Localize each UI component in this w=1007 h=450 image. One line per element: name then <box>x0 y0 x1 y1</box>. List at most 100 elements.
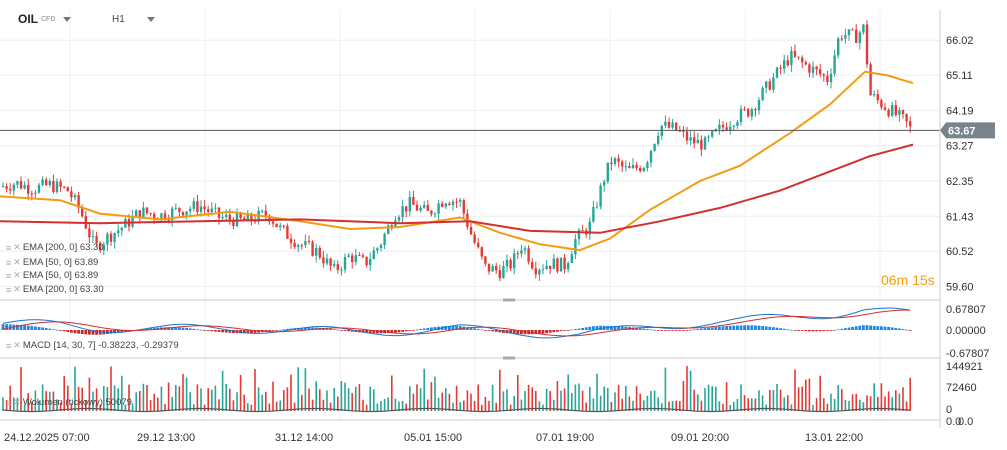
candle-body[interactable] <box>567 262 570 270</box>
candle-body[interactable] <box>829 73 833 83</box>
candle-body[interactable] <box>307 240 311 242</box>
candle-body[interactable] <box>541 269 545 271</box>
candle-body[interactable] <box>739 108 743 123</box>
candle-body[interactable] <box>801 57 804 63</box>
candle-body[interactable] <box>282 225 285 227</box>
legend-ema-50-b[interactable]: ≡ ✕ EMA [50, 0] 63.89 <box>6 270 98 281</box>
candle-body[interactable] <box>41 179 44 185</box>
candle-body[interactable] <box>433 213 437 215</box>
candle-body[interactable] <box>361 255 365 257</box>
candle-body[interactable] <box>520 250 523 254</box>
legend-ema-200-b[interactable]: ≡ ✕ EMA [200, 0] 63.30 <box>6 284 104 295</box>
candle-body[interactable] <box>502 266 505 279</box>
candle-body[interactable] <box>203 206 206 210</box>
legend-volume[interactable]: ≡ ✕ Wolumen (tickowy) 50079 <box>6 397 132 408</box>
candle-body[interactable] <box>210 208 213 212</box>
candle-body[interactable] <box>509 259 512 269</box>
close-icon[interactable]: ✕ <box>13 340 20 350</box>
candle-body[interactable] <box>729 126 732 131</box>
candle-body[interactable] <box>718 124 721 130</box>
candle-body[interactable] <box>819 69 822 75</box>
candle-body[interactable] <box>898 110 901 115</box>
candle-body[interactable] <box>264 210 267 216</box>
candle-body[interactable] <box>563 257 566 270</box>
candle-body[interactable] <box>293 242 296 248</box>
candle-body[interactable] <box>484 256 487 264</box>
settings-icon[interactable]: ≡ <box>6 284 11 295</box>
candle-body[interactable] <box>415 204 419 211</box>
candle-body[interactable] <box>675 122 678 131</box>
candle-body[interactable] <box>711 131 714 137</box>
candle-body[interactable] <box>185 211 188 216</box>
candle-body[interactable] <box>891 105 894 116</box>
candle-body[interactable] <box>113 233 116 242</box>
candle-body[interactable] <box>120 227 123 231</box>
candle-body[interactable] <box>516 253 519 255</box>
candle-body[interactable] <box>617 158 620 162</box>
candle-body[interactable] <box>621 161 624 167</box>
candle-body[interactable] <box>145 207 149 214</box>
candle-body[interactable] <box>261 210 264 212</box>
candle-body[interactable] <box>851 29 854 31</box>
candle-body[interactable] <box>73 195 77 198</box>
candle-body[interactable] <box>153 213 156 219</box>
candle-body[interactable] <box>477 242 480 248</box>
candle-body[interactable] <box>351 255 354 263</box>
candle-body[interactable] <box>790 50 793 66</box>
candle-body[interactable] <box>81 207 84 217</box>
candle-body[interactable] <box>70 191 73 198</box>
divider-handle[interactable] <box>503 356 515 360</box>
candle-body[interactable] <box>822 74 825 76</box>
candle-body[interactable] <box>329 258 332 266</box>
close-icon[interactable]: ✕ <box>13 257 20 267</box>
candle-body[interactable] <box>59 181 62 187</box>
candle-body[interactable] <box>750 109 753 117</box>
candle-body[interactable] <box>613 158 617 164</box>
candle-body[interactable] <box>646 162 649 169</box>
close-icon[interactable]: ✕ <box>13 284 20 294</box>
candle-body[interactable] <box>592 206 595 222</box>
candle-body[interactable] <box>1 186 5 188</box>
candle-body[interactable] <box>300 245 303 247</box>
candle-body[interactable] <box>52 180 55 193</box>
candle-body[interactable] <box>423 205 426 208</box>
candle-body[interactable] <box>441 203 444 207</box>
candle-body[interactable] <box>761 87 764 101</box>
candle-body[interactable] <box>847 29 851 36</box>
candle-body[interactable] <box>221 217 224 219</box>
candle-body[interactable] <box>66 187 69 192</box>
candle-body[interactable] <box>405 206 408 212</box>
candle-body[interactable] <box>603 181 606 186</box>
candle-body[interactable] <box>23 184 26 189</box>
settings-icon[interactable]: ≡ <box>6 340 11 351</box>
candle-body[interactable] <box>271 221 275 224</box>
candle-body[interactable] <box>99 243 102 251</box>
candle-body[interactable] <box>667 121 671 128</box>
candle-body[interactable] <box>581 229 584 231</box>
candle-body[interactable] <box>372 250 375 260</box>
candle-body[interactable] <box>786 60 789 66</box>
candle-body[interactable] <box>552 258 555 269</box>
candle-body[interactable] <box>135 210 138 216</box>
candle-body[interactable] <box>901 110 905 114</box>
candle-body[interactable] <box>426 205 429 211</box>
candle-body[interactable] <box>862 24 865 33</box>
candle-body[interactable] <box>340 269 343 271</box>
close-icon[interactable]: ✕ <box>13 270 20 280</box>
candle-body[interactable] <box>401 206 404 218</box>
candle-body[interactable] <box>246 213 249 221</box>
candle-body[interactable] <box>707 136 710 138</box>
candle-body[interactable] <box>628 166 631 169</box>
candle-body[interactable] <box>397 217 401 221</box>
candle-body[interactable] <box>336 264 339 270</box>
candle-body[interactable] <box>171 208 174 221</box>
divider-handle[interactable] <box>503 298 515 302</box>
candle-body[interactable] <box>358 255 361 257</box>
candle-body[interactable] <box>577 229 581 240</box>
candle-body[interactable] <box>95 236 98 244</box>
candle-body[interactable] <box>664 121 667 126</box>
candle-body[interactable] <box>455 201 458 203</box>
candle-body[interactable] <box>678 130 681 132</box>
candle-body[interactable] <box>873 94 876 96</box>
candle-body[interactable] <box>37 184 41 193</box>
